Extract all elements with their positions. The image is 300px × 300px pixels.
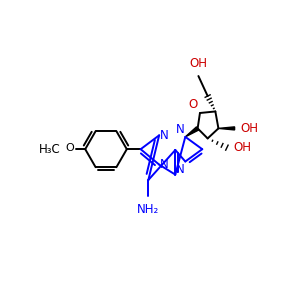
Text: OH: OH bbox=[233, 141, 251, 154]
Text: H₃C: H₃C bbox=[39, 143, 61, 156]
Text: O: O bbox=[188, 98, 198, 112]
Text: N: N bbox=[176, 123, 184, 136]
Text: NH₂: NH₂ bbox=[137, 203, 160, 216]
Polygon shape bbox=[218, 127, 235, 130]
Text: N: N bbox=[160, 158, 169, 171]
Text: N: N bbox=[160, 129, 169, 142]
Text: O: O bbox=[65, 143, 74, 153]
Text: OH: OH bbox=[241, 122, 259, 135]
Text: OH: OH bbox=[189, 57, 207, 70]
Polygon shape bbox=[185, 127, 199, 137]
Text: N: N bbox=[176, 163, 184, 176]
